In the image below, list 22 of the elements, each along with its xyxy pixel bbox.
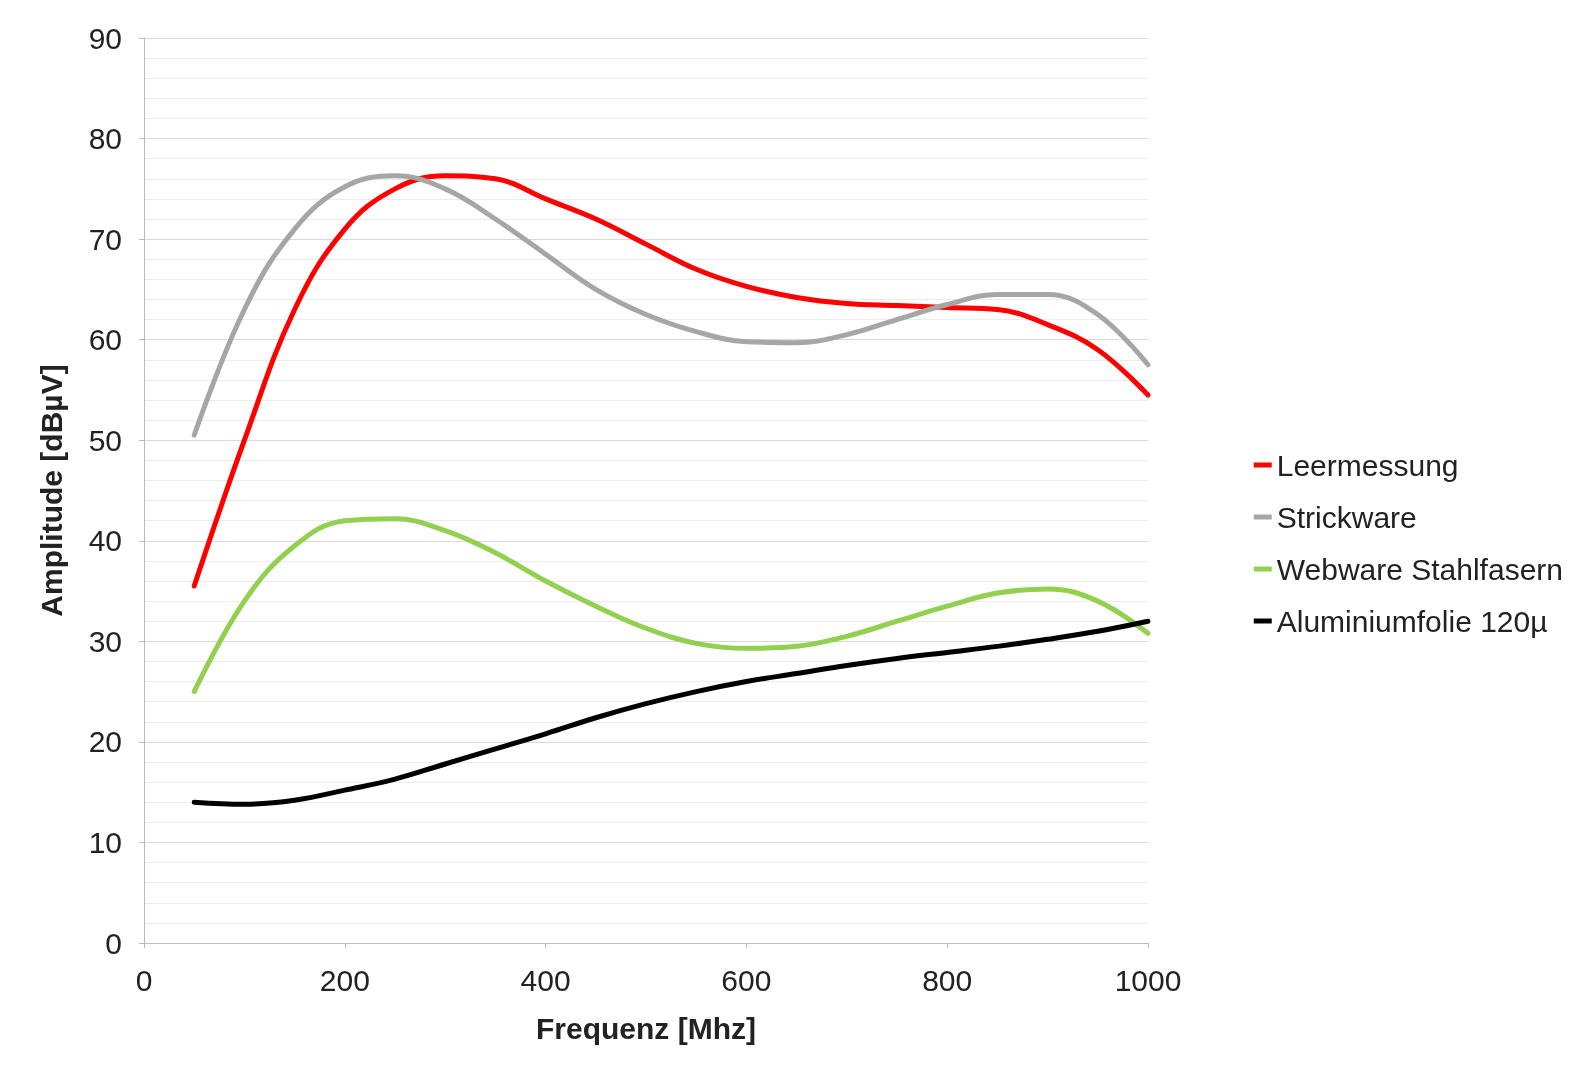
- x-tick-label: 600: [721, 963, 772, 997]
- x-tick-label: 1000: [1114, 963, 1182, 997]
- y-tick-label: 0: [105, 926, 122, 960]
- y-axis-title: Amplitude [dBµV]: [34, 364, 68, 617]
- legend-label: Aluminiumfolie 120µ: [1276, 604, 1548, 638]
- y-tick-label: 90: [88, 21, 122, 55]
- y-tick-label: 70: [88, 222, 122, 256]
- legend-label: Leermessung: [1276, 448, 1459, 482]
- y-tick-label: 80: [88, 122, 122, 156]
- x-tick-label: 800: [922, 963, 973, 997]
- x-tick-label: 200: [319, 963, 370, 997]
- y-tick-label: 60: [88, 323, 122, 357]
- y-tick-label: 30: [88, 624, 122, 658]
- x-axis-title: Frequenz [Mhz]: [536, 1011, 756, 1045]
- x-tick-label: 400: [520, 963, 571, 997]
- legend-label: Strickware: [1276, 500, 1417, 534]
- y-tick-label: 10: [88, 825, 122, 859]
- y-tick-label: 40: [88, 524, 122, 558]
- y-tick-label: 20: [88, 725, 122, 759]
- x-tick-label: 0: [135, 963, 153, 997]
- legend-label: Webware Stahlfasern: [1276, 552, 1564, 586]
- y-tick-label: 50: [88, 423, 122, 457]
